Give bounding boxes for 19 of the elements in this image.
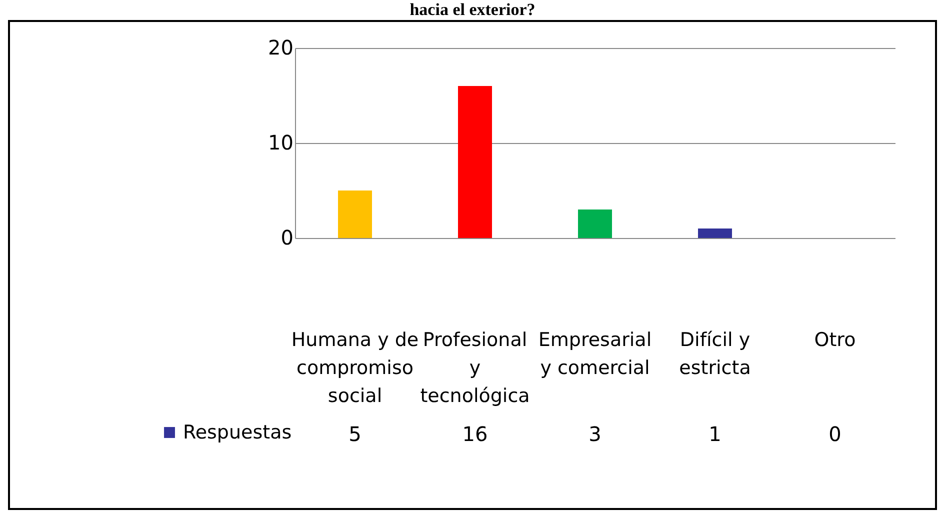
x-tick-label: Empresarial y comercial <box>538 329 652 379</box>
x-tick-label: Otro <box>814 329 856 351</box>
y-tick-label: 10 <box>268 130 294 154</box>
bar <box>338 190 372 238</box>
x-tick-label: Profesional y tecnológica <box>420 329 530 407</box>
data-label: 5 <box>348 422 362 446</box>
data-label: 1 <box>708 422 722 446</box>
y-tick-label: 20 <box>268 36 294 60</box>
x-tick-label: Humana y de compromiso social <box>291 329 419 407</box>
chart-title: hacia el exterior? <box>408 0 536 20</box>
data-label: 0 <box>828 422 842 446</box>
bar <box>578 210 612 238</box>
legend-label: Respuestas <box>183 422 292 444</box>
data-label: 16 <box>462 422 488 446</box>
bar <box>698 228 732 238</box>
y-tick-label: 0 <box>280 226 294 250</box>
x-tick-label: Difícil y estricta <box>679 329 751 379</box>
bar <box>458 86 492 238</box>
data-label: 3 <box>588 422 602 446</box>
